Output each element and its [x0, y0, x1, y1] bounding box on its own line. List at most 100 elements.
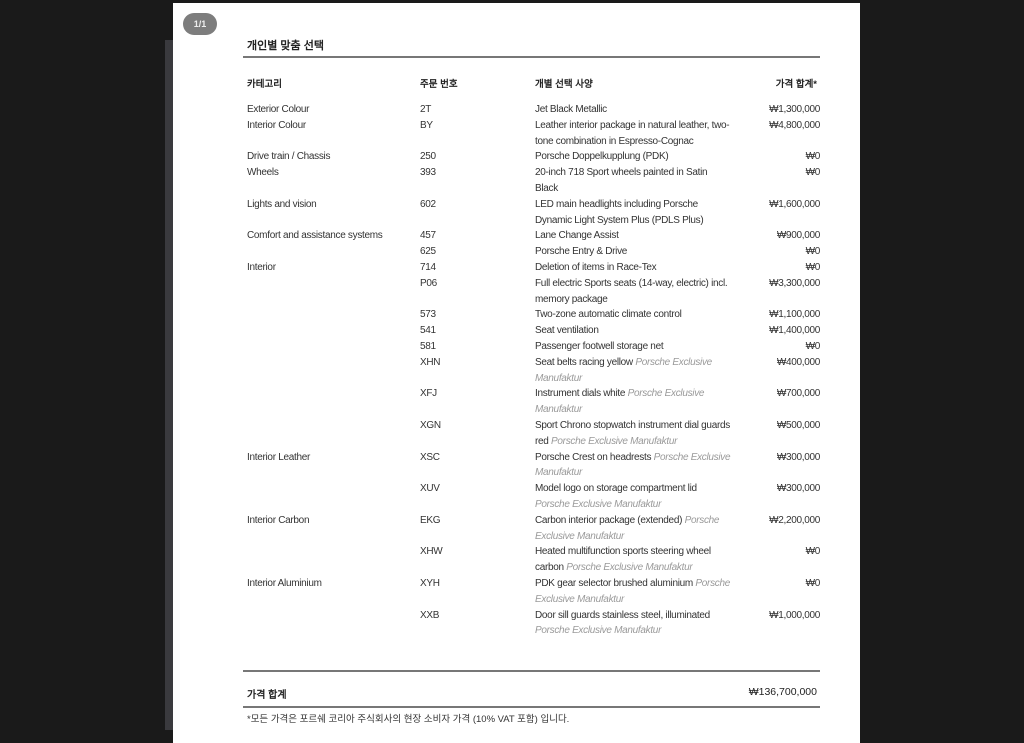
exclusive-tag: Porsche Exclusive Manufaktur: [566, 562, 693, 574]
table-row: 573 Two-zone automatic climate control ₩1,…: [247, 307, 820, 323]
description-text: LED main headlights including Porsche Dy…: [535, 198, 704, 226]
row-price: ₩1,600,000: [769, 198, 820, 210]
row-category: [247, 355, 420, 387]
row-description: Door sill guards stainless steel, illumi…: [535, 608, 731, 640]
description-text: Deletion of items in Race-Tex: [535, 261, 657, 273]
row-code: XGN: [420, 419, 441, 431]
table-row: XUV Model logo on storage compartment lid…: [247, 481, 820, 513]
options-table: Exterior Colour 2T Jet Black Metallic ₩1,30…: [247, 102, 820, 639]
row-category: Interior Aluminium: [247, 577, 322, 589]
row-category: [247, 244, 420, 260]
header-category: 카테고리: [247, 79, 282, 90]
exclusive-tag: Porsche Exclusive Manufaktur: [535, 577, 730, 605]
row-description: Model logo on storage compartment lid Po…: [535, 481, 731, 513]
table-row: Interior Carbon EKG Carbon interior packag…: [247, 513, 820, 545]
row-code: P06: [420, 277, 437, 289]
row-price: ₩0: [805, 151, 821, 163]
row-price: ₩500,000: [776, 419, 820, 431]
description-text: Porsche Entry & Drive: [535, 246, 628, 258]
row-description: Seat ventilation: [535, 323, 731, 339]
row-price: ₩4,800,000: [769, 119, 820, 131]
row-description: Carbon interior package (extended) Porsc…: [535, 513, 731, 545]
description-text: Instrument dials white: [535, 388, 626, 400]
description-text: Heated multifunction sports steering whe…: [535, 546, 711, 574]
row-category: [247, 386, 420, 418]
row-code: 573: [420, 309, 436, 321]
row-price: ₩2,200,000: [769, 514, 820, 526]
description-text: Carbon interior package (extended): [535, 514, 683, 526]
row-code: 541: [420, 325, 436, 337]
table-row: Lights and vision 602 LED main headlights …: [247, 197, 820, 229]
row-code: XYH: [420, 577, 440, 589]
description-text: Jet Black Metallic: [535, 104, 607, 115]
description-text: Leather interior package in natural leat…: [535, 119, 730, 147]
row-category: [247, 339, 420, 355]
row-price: ₩0: [805, 546, 821, 558]
description-text: Lane Change Assist: [535, 230, 619, 242]
row-code: XHW: [420, 546, 443, 558]
row-code: 602: [420, 198, 436, 210]
table-row: XHN Seat belts racing yellow Porsche Excl…: [247, 355, 820, 387]
table-row: Interior Aluminium XYH PDK gear selector b…: [247, 576, 820, 608]
table-row: Drive train / Chassis 250 Porsche Doppelku…: [247, 149, 820, 165]
exclusive-tag: Porsche Exclusive Manufaktur: [535, 625, 662, 637]
row-category: [247, 481, 420, 513]
row-category: Interior: [247, 261, 276, 273]
description-text: Model logo on storage compartment lid: [535, 483, 697, 495]
row-code: 250: [420, 151, 436, 163]
total-value: ₩136,700,000: [748, 686, 817, 698]
row-category: Wheels: [247, 167, 279, 179]
row-description: Porsche Doppelkupplung (PDK): [535, 149, 731, 165]
row-code: XFJ: [420, 388, 437, 400]
row-category: [247, 307, 420, 323]
table-row: Wheels 393 20-inch 718 Sport wheels painte…: [247, 165, 820, 197]
row-description: 20-inch 718 Sport wheels painted in Sati…: [535, 165, 731, 197]
exclusive-tag: Porsche Exclusive Manufaktur: [535, 356, 712, 384]
header-price: 가격 합계*: [775, 79, 817, 90]
row-category: Interior Leather: [247, 451, 311, 463]
section-title: 개인별 맞춤 선택: [247, 40, 324, 52]
row-price: ₩1,000,000: [769, 609, 820, 621]
total-label: 가격 합계: [247, 690, 287, 701]
row-price: ₩300,000: [776, 483, 820, 495]
row-category: [247, 418, 420, 450]
description-text: Sport Chrono stopwatch instrument dial g…: [535, 419, 730, 447]
row-description: Passenger footwell storage net: [535, 339, 731, 355]
row-description: Porsche Entry & Drive: [535, 244, 731, 260]
divider: [243, 670, 820, 672]
row-price: ₩3,300,000: [769, 277, 820, 289]
divider: [243, 706, 820, 708]
row-price: ₩1,100,000: [769, 309, 820, 321]
row-code: 2T: [420, 104, 432, 115]
row-code: 457: [420, 230, 436, 242]
row-code: 714: [420, 261, 436, 273]
row-description: Two-zone automatic climate control: [535, 307, 731, 323]
exclusive-tag: Porsche Exclusive Manufaktur: [535, 388, 705, 416]
row-code: XXB: [420, 609, 440, 621]
row-category: [247, 544, 420, 576]
row-price: ₩0: [805, 577, 821, 589]
row-description: Sport Chrono stopwatch instrument dial g…: [535, 418, 731, 450]
row-category: [247, 608, 420, 640]
row-code: BY: [420, 119, 433, 131]
row-code: EKG: [420, 514, 441, 526]
exclusive-tag: Porsche Exclusive Manufaktur: [535, 451, 731, 479]
row-category: [247, 276, 420, 308]
row-description: Lane Change Assist: [535, 228, 731, 244]
row-description: LED main headlights including Porsche Dy…: [535, 197, 731, 229]
description-text: Passenger footwell storage net: [535, 340, 664, 352]
row-description: PDK gear selector brushed aluminium Pors…: [535, 576, 731, 608]
description-text: Seat ventilation: [535, 325, 599, 337]
row-code: 393: [420, 167, 436, 179]
row-description: Jet Black Metallic: [535, 102, 731, 118]
exclusive-tag: Porsche Exclusive Manufaktur: [551, 435, 678, 447]
description-text: 20-inch 718 Sport wheels painted in Sati…: [535, 167, 708, 194]
table-row: 541 Seat ventilation ₩1,400,000: [247, 323, 820, 339]
row-description: Full electric Sports seats (14-way, elec…: [535, 276, 731, 308]
table-row: Interior 714 Deletion of items in Race-Tex…: [247, 260, 820, 276]
header-option: 개별 선택 사양: [535, 79, 593, 90]
exclusive-tag: Porsche Exclusive Manufaktur: [535, 498, 662, 510]
table-row: XFJ Instrument dials white Porsche Exclus…: [247, 386, 820, 418]
row-description: Instrument dials white Porsche Exclusive…: [535, 386, 731, 418]
description-text: Porsche Crest on headrests: [535, 451, 652, 463]
